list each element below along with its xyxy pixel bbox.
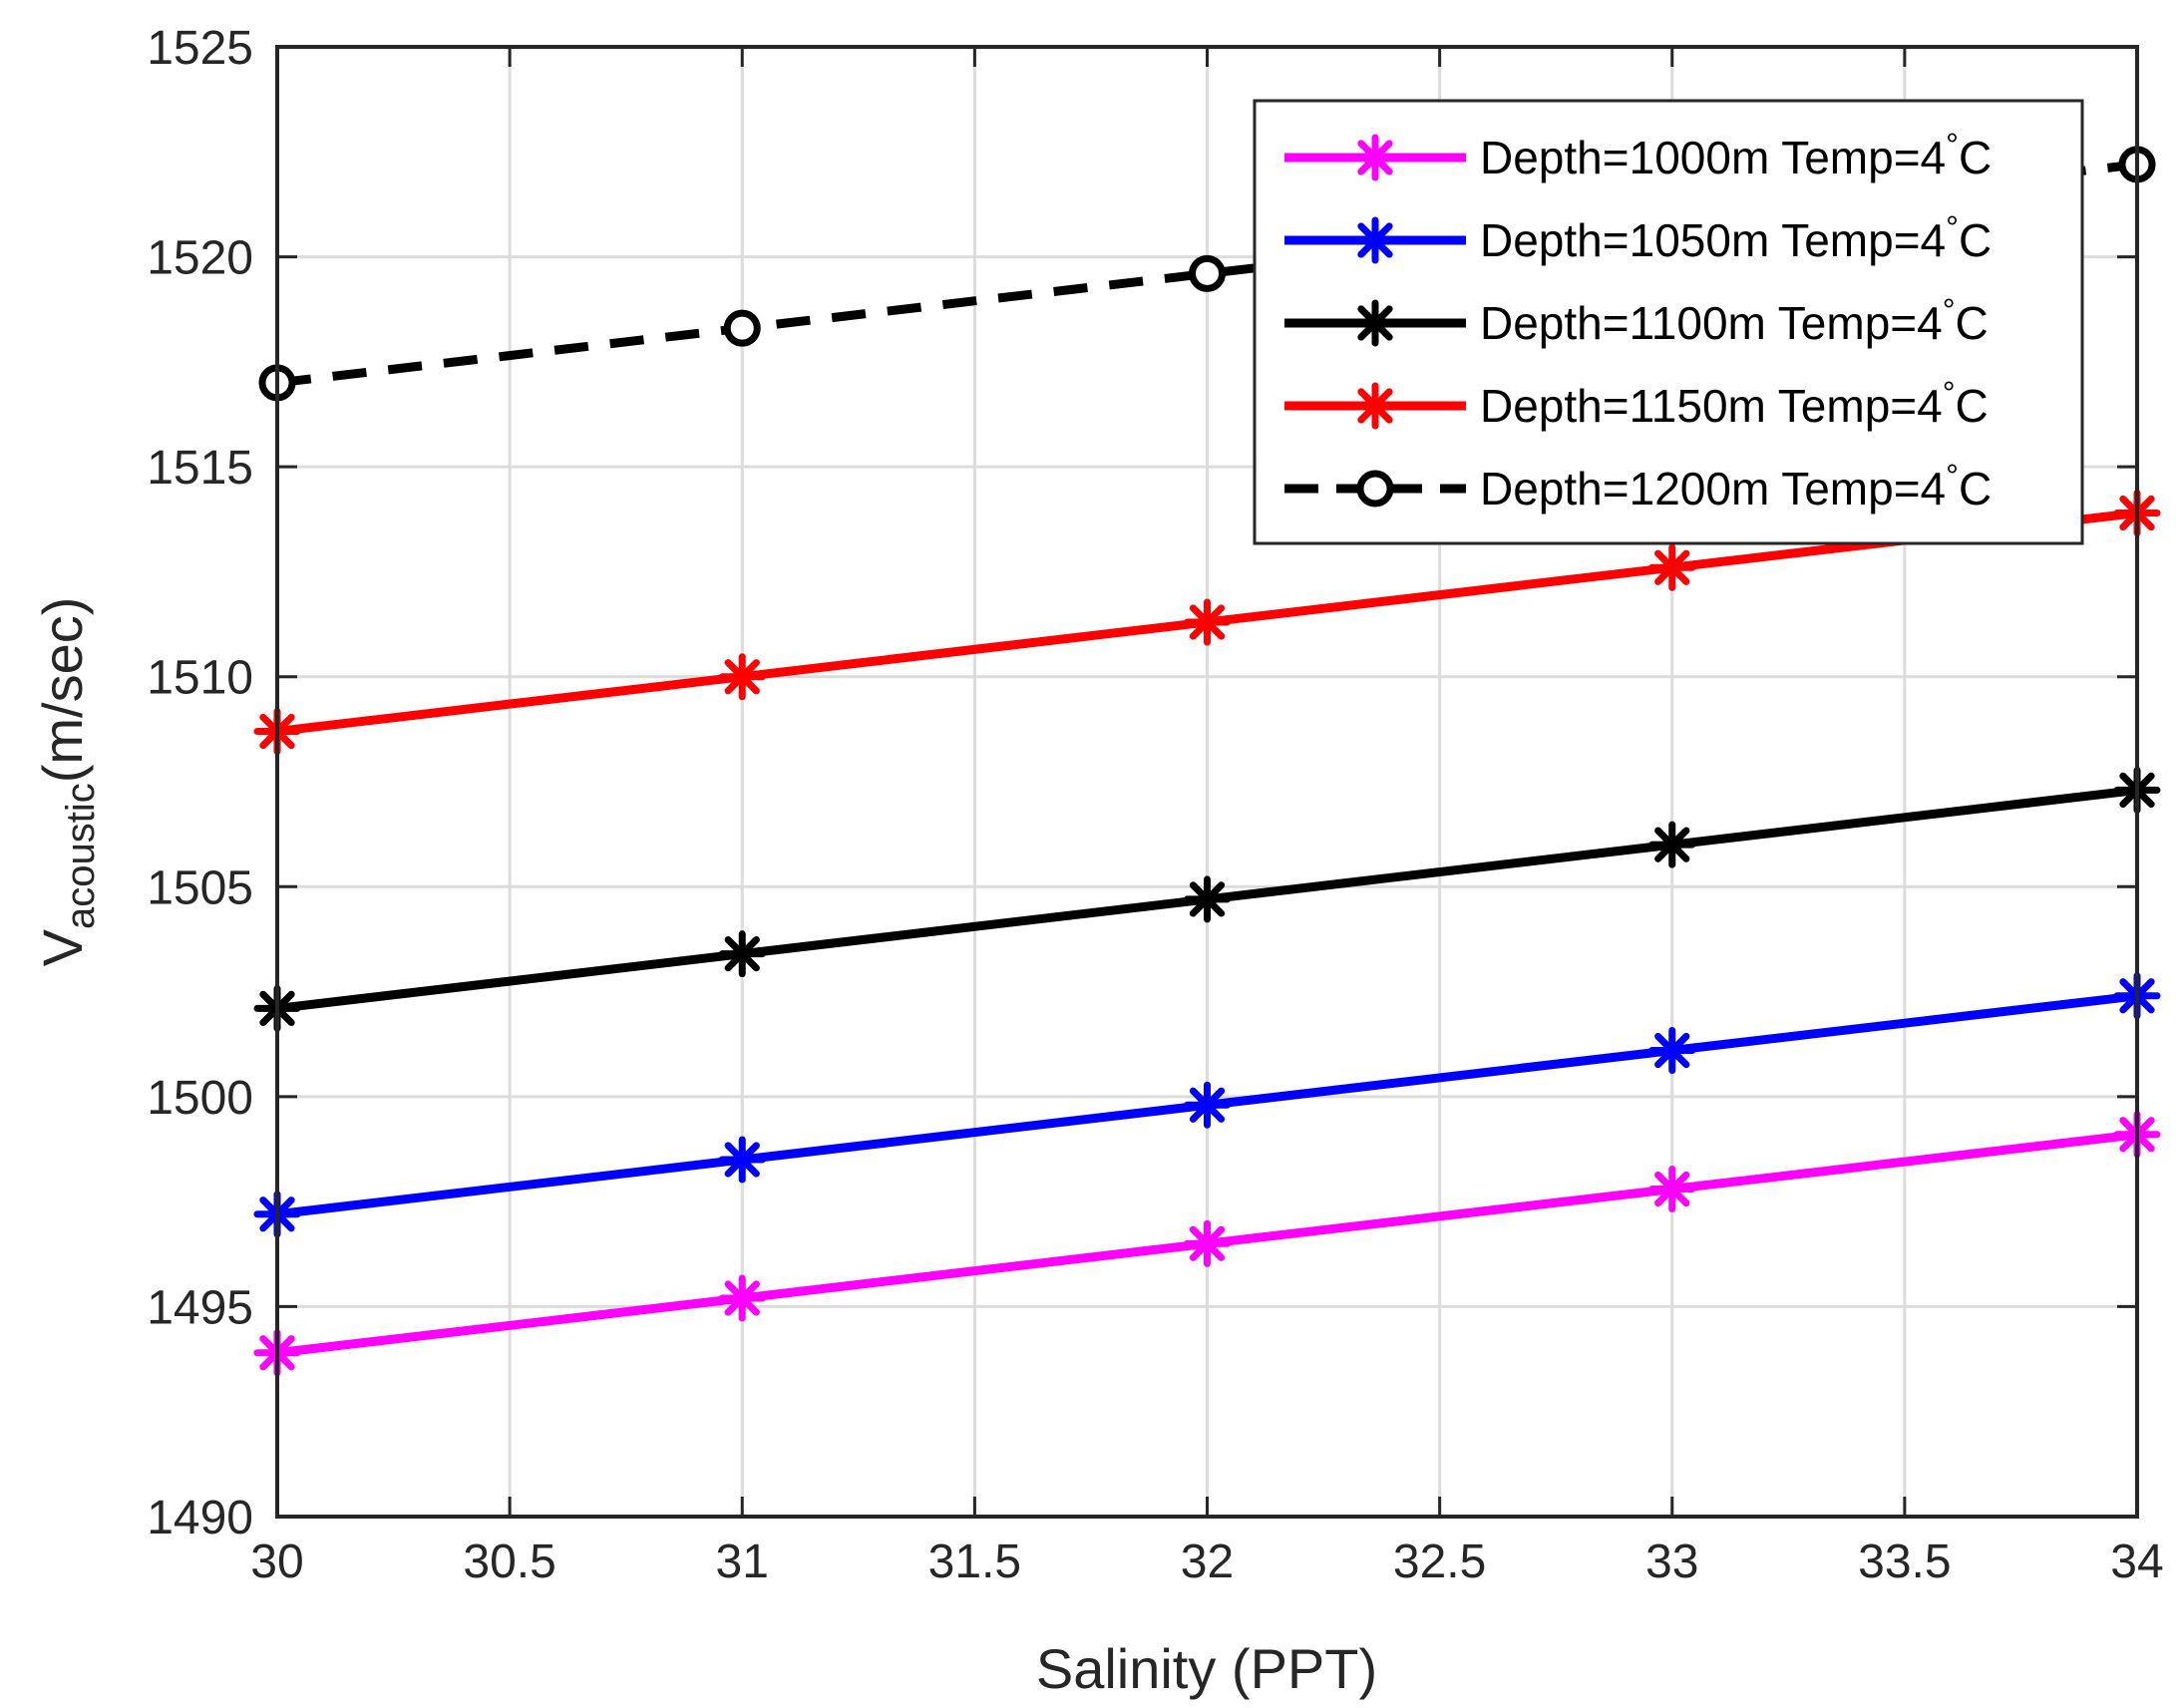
legend-label-degree: ° bbox=[1946, 458, 1959, 494]
legend-label: Depth=1150m Temp=4°C bbox=[1480, 375, 1989, 432]
x-tick-label: 32 bbox=[1181, 1536, 1234, 1588]
legend-label-main: Depth=1000m Temp=4 bbox=[1480, 132, 1946, 183]
legend-item: Depth=1000m Temp=4°C bbox=[1284, 127, 1992, 183]
legend-label-degree: ° bbox=[1946, 209, 1959, 245]
marker-stroke bbox=[724, 1142, 760, 1178]
x-axis-label: Salinity (PPT) bbox=[1036, 1637, 1377, 1700]
marker-stroke bbox=[724, 936, 760, 972]
legend-swatch-marker bbox=[1356, 470, 1394, 508]
marker-stroke bbox=[1654, 827, 1690, 862]
legend-item: Depth=1050m Temp=4°C bbox=[1284, 209, 1992, 266]
legend-label-main: Depth=1050m Temp=4 bbox=[1480, 214, 1946, 266]
y-axis-label-unit: (m/sec) bbox=[31, 597, 94, 784]
legend-label: Depth=1050m Temp=4°C bbox=[1480, 209, 1992, 266]
legend-label: Depth=1000m Temp=4°C bbox=[1480, 127, 1992, 183]
x-tick-label: 30 bbox=[250, 1536, 303, 1588]
axes-box bbox=[275, 45, 2139, 1519]
y-tick-labels: 1490 1495 1500 1505 1510 1515 1520 1525 bbox=[147, 22, 253, 1544]
legend-label-main: Depth=1150m Temp=4 bbox=[1480, 380, 1943, 432]
marker-stroke bbox=[1189, 1087, 1226, 1123]
series-line bbox=[276, 160, 2138, 388]
data-point bbox=[718, 1136, 766, 1184]
marker-stroke bbox=[1357, 140, 1393, 175]
legend-label: Depth=1100m Temp=4°C bbox=[1480, 292, 1989, 349]
marker-stroke bbox=[1357, 222, 1393, 258]
marker-stroke bbox=[1654, 1171, 1690, 1207]
marker-stroke bbox=[1357, 388, 1393, 424]
y-axis-label-subscript: acoustic bbox=[59, 783, 103, 929]
y-axis-label: Vacoustic(m/sec) bbox=[31, 597, 103, 967]
legend-item: Depth=1150m Temp=4°C bbox=[1284, 375, 1989, 432]
x-tick-label: 33 bbox=[1645, 1536, 1698, 1588]
x-tick-labels: 30 30.5 31 31.5 32 32.5 33 33.5 34 bbox=[250, 1536, 2163, 1588]
legend-label-unit: C bbox=[1956, 297, 1989, 349]
data-point bbox=[1648, 1027, 1696, 1075]
marker-stroke bbox=[1189, 881, 1226, 917]
data-point bbox=[718, 1274, 766, 1322]
data-point bbox=[1184, 1219, 1231, 1267]
legend-label-unit: C bbox=[1956, 380, 1989, 432]
marker-stroke bbox=[1654, 549, 1690, 585]
data-point bbox=[1184, 875, 1231, 923]
legend-item: Depth=1200m Temp=4°C bbox=[1284, 458, 1992, 514]
data-point bbox=[1184, 1081, 1231, 1129]
legend-label-unit: C bbox=[1959, 463, 1992, 514]
legend-item: Depth=1100m Temp=4°C bbox=[1284, 292, 1989, 349]
data-point bbox=[1184, 598, 1231, 646]
legend-label: Depth=1200m Temp=4°C bbox=[1480, 458, 1992, 514]
x-tick-label: 30.5 bbox=[463, 1536, 555, 1588]
y-tick-label: 1515 bbox=[147, 442, 253, 495]
marker-stroke bbox=[1357, 305, 1393, 341]
marker-stroke bbox=[724, 659, 760, 695]
marker-stroke bbox=[1654, 1032, 1690, 1069]
x-tick-label: 31 bbox=[716, 1536, 769, 1588]
legend-label-unit: C bbox=[1959, 214, 1992, 266]
legend-label-unit: C bbox=[1959, 132, 1992, 183]
legend-label-main: Depth=1200m Temp=4 bbox=[1480, 463, 1946, 514]
svg-text:Vacoustic(m/sec): Vacoustic(m/sec) bbox=[31, 597, 103, 967]
series-2 bbox=[253, 972, 2161, 1238]
marker-stroke bbox=[1189, 1225, 1226, 1261]
data-point bbox=[723, 309, 761, 347]
data-point bbox=[718, 930, 766, 978]
data-point bbox=[1648, 1166, 1696, 1213]
x-tick-label: 31.5 bbox=[928, 1536, 1021, 1588]
y-tick-label: 1500 bbox=[147, 1072, 253, 1125]
legend-label-degree: ° bbox=[1943, 292, 1956, 328]
legend-swatch-marker bbox=[1351, 299, 1399, 347]
data-point bbox=[1648, 821, 1696, 868]
legend-swatch-marker bbox=[1351, 216, 1399, 264]
marker-stroke bbox=[1189, 604, 1226, 640]
legend-label-degree: ° bbox=[1946, 127, 1959, 163]
x-tick-label: 32.5 bbox=[1393, 1536, 1486, 1588]
legend-label-degree: ° bbox=[1943, 375, 1956, 411]
y-tick-label: 1490 bbox=[147, 1492, 253, 1544]
legend-swatch-marker bbox=[1351, 382, 1399, 430]
y-tick-label: 1495 bbox=[147, 1281, 253, 1334]
y-tick-label: 1520 bbox=[147, 232, 253, 285]
data-point bbox=[1648, 543, 1696, 591]
y-tick-label: 1525 bbox=[147, 22, 253, 75]
y-tick-label: 1505 bbox=[147, 861, 253, 914]
x-tick-label: 33.5 bbox=[1858, 1536, 1951, 1588]
legend-swatch-marker bbox=[1351, 134, 1399, 181]
y-axis-label-base: V bbox=[31, 928, 94, 966]
data-point bbox=[1189, 254, 1226, 292]
data-point bbox=[718, 653, 766, 701]
legend-label-main: Depth=1100m Temp=4 bbox=[1480, 297, 1943, 349]
y-tick-label: 1510 bbox=[147, 652, 253, 705]
marker-stroke bbox=[724, 1280, 760, 1316]
x-tick-label: 34 bbox=[2110, 1536, 2163, 1588]
